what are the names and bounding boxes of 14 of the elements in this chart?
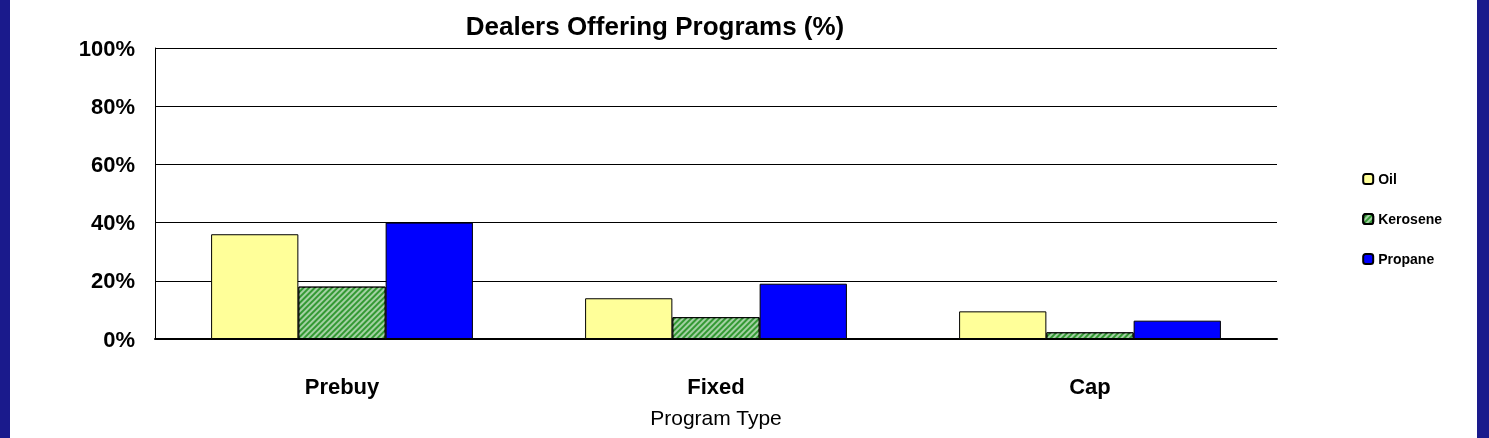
y-tick-label: 80% <box>90 93 135 119</box>
y-tick-label: 0% <box>103 326 135 352</box>
legend-label: Oil <box>1378 171 1397 187</box>
y-tick-label: 100% <box>78 35 135 61</box>
y-tick-label: 40% <box>90 210 135 236</box>
legend-label: Kerosene <box>1378 211 1443 227</box>
legend-label: Propane <box>1378 251 1435 267</box>
y-tick-label: 20% <box>90 268 135 294</box>
x-tick-label: Prebuy <box>304 373 381 399</box>
x-tick-label: Cap <box>1069 373 1111 399</box>
x-axis-title: Program Type <box>650 406 782 429</box>
chart-title: Dealers Offering Programs (%) <box>465 11 845 41</box>
x-tick-label: Fixed <box>687 373 745 399</box>
y-tick-label: 60% <box>90 151 135 177</box>
